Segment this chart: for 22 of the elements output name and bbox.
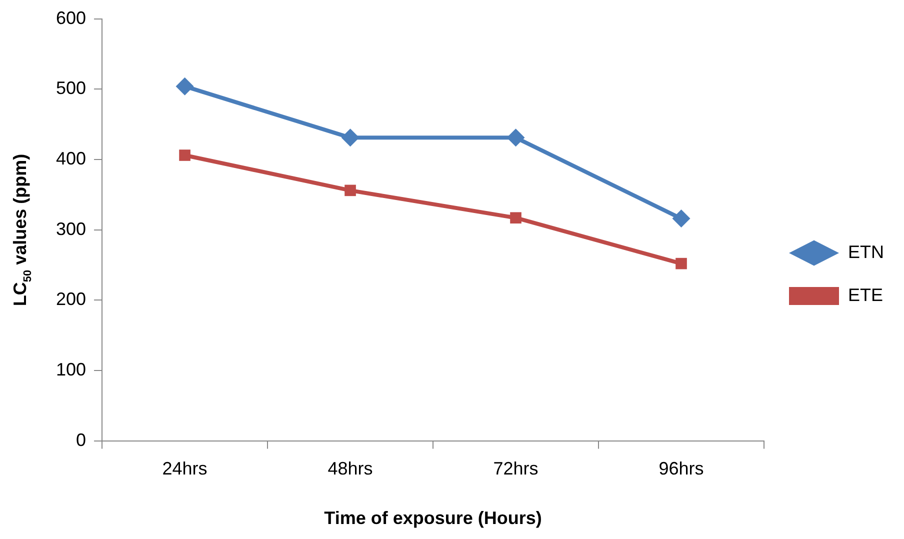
x-tick-label: 24hrs bbox=[162, 458, 208, 479]
y-tick-label: 300 bbox=[56, 218, 86, 239]
y-tick-label: 500 bbox=[56, 78, 86, 98]
point bbox=[176, 77, 194, 96]
legend-label: ETN bbox=[848, 242, 884, 262]
y-tick-label: 100 bbox=[56, 359, 86, 380]
point bbox=[672, 210, 690, 228]
point bbox=[344, 184, 356, 196]
x-tick-label: 96hrs bbox=[658, 458, 704, 479]
point bbox=[676, 258, 687, 270]
point bbox=[510, 212, 522, 224]
y-tick-label: 400 bbox=[56, 148, 86, 168]
y-tick-label: 0 bbox=[76, 430, 86, 450]
point bbox=[341, 128, 360, 147]
y-tick-label: 600 bbox=[56, 8, 86, 28]
legend-label: ETE bbox=[848, 284, 884, 305]
point bbox=[179, 150, 190, 161]
x-tick-label: 72hrs bbox=[493, 458, 538, 479]
point bbox=[506, 128, 525, 147]
x-tick-label: 48hrs bbox=[328, 458, 373, 479]
y-tick-label: 200 bbox=[56, 289, 86, 310]
x-axis-title: Time of exposure (Hours) bbox=[324, 508, 542, 528]
